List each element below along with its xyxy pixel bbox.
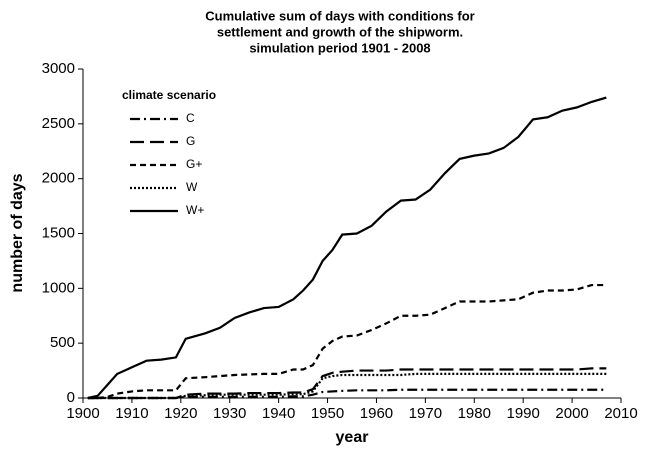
- legend-label: W+: [186, 203, 204, 217]
- series-line: [87, 283, 607, 400]
- chart-title: Cumulative sum of days with conditions f…: [205, 8, 474, 23]
- x-tick-label: 2000: [555, 405, 588, 422]
- y-tick-label: 3000: [42, 60, 75, 77]
- y-axis-label: number of days: [9, 173, 26, 292]
- series-line: [87, 388, 607, 400]
- x-tick-label: 1970: [409, 405, 442, 422]
- x-tick-label: 2010: [604, 405, 637, 422]
- x-tick-label: 1930: [213, 405, 246, 422]
- legend-label: G: [186, 134, 195, 148]
- chart-title: settlement and growth of the shipworm.: [217, 24, 463, 39]
- y-tick-label: 1000: [42, 279, 75, 296]
- x-tick-label: 1900: [66, 405, 99, 422]
- legend-label: W: [186, 180, 198, 194]
- series-line: [87, 372, 607, 400]
- x-tick-label: 1920: [164, 405, 197, 422]
- x-tick-label: 1940: [262, 405, 295, 422]
- y-tick-label: 500: [50, 334, 75, 351]
- y-tick-label: 2500: [42, 115, 75, 132]
- x-tick-label: 1990: [506, 405, 539, 422]
- legend-title: climate scenario: [122, 88, 216, 102]
- x-tick-label: 1910: [115, 405, 148, 422]
- x-axis-label: year: [336, 429, 369, 446]
- y-tick-label: 2000: [42, 170, 75, 187]
- x-tick-label: 1950: [311, 405, 344, 422]
- x-tick-label: 1980: [458, 405, 491, 422]
- y-tick-label: 1500: [42, 224, 75, 241]
- legend-label: C: [186, 111, 195, 125]
- legend-label: G+: [186, 157, 202, 171]
- x-tick-label: 1960: [360, 405, 393, 422]
- y-tick-label: 0: [67, 389, 75, 406]
- series-line: [87, 367, 607, 400]
- chart-title: simulation period 1901 - 2008: [249, 40, 430, 55]
- series-line: [87, 96, 607, 400]
